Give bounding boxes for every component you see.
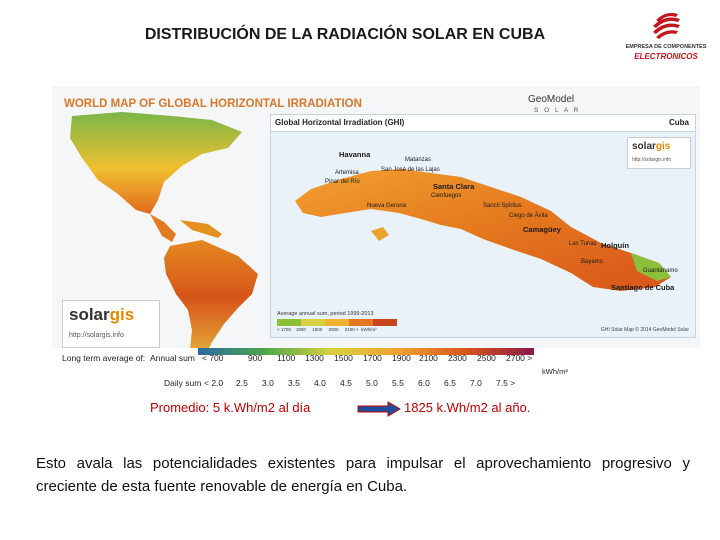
slide-title: DISTRIBUCIÓN DE LA RADIACIÓN SOLAR EN CU… xyxy=(144,26,546,43)
city-label: Ciego de Ávila xyxy=(509,213,548,219)
conclusion-paragraph: Esto avala las potencialidades existente… xyxy=(36,455,690,495)
scale-unit: kWh/m² xyxy=(542,367,568,376)
annual-sum-label: Annual sum xyxy=(150,353,195,363)
logo-text-line1: EMPRESA DE COMPONENTES xyxy=(625,44,707,50)
irradiation-map-image: WORLD MAP OF GLOBAL HORIZONTAL IRRADIATI… xyxy=(52,86,700,394)
city-label: Havanna xyxy=(339,150,371,159)
cuba-map-header: Global Horizontal Irradiation (GHI) Cuba xyxy=(271,115,695,132)
city-label: Santa Clara xyxy=(433,182,475,191)
map-credit: GHI Solar Map © 2014 GeoModel Solar xyxy=(600,327,689,333)
solargis-wordmark-large: solargis xyxy=(69,305,135,324)
cuba-map-panel: Global Horizontal Irradiation (GHI) Cuba… xyxy=(270,114,696,338)
city-label: Artemisa xyxy=(335,170,359,176)
solargis-url-large: http://solargis.info xyxy=(69,332,124,339)
city-label: Holguín xyxy=(601,241,629,250)
cuba-map-title: Global Horizontal Irradiation (GHI) xyxy=(275,118,405,127)
city-label: Camagüey xyxy=(523,225,561,234)
solargis-url-small: http://solargis.info xyxy=(632,157,672,163)
company-logo: EMPRESA DE COMPONENTES ELECTRONICOS xyxy=(620,6,712,66)
world-map-title: WORLD MAP OF GLOBAL HORIZONTAL IRRADIATI… xyxy=(64,98,362,110)
annual-total-text: 1825 k.Wh/m2 al año. xyxy=(404,400,531,415)
geomodel-brand-sub: S O L A R xyxy=(534,107,581,114)
city-label: Santiago de Cuba xyxy=(611,283,675,292)
daily-average-text: Promedio: 5 k.Wh/m2 al día xyxy=(150,400,311,415)
city-label: Matanzas xyxy=(405,157,432,163)
cuba-map-country: Cuba xyxy=(669,118,689,127)
geomodel-brand: GeoModel xyxy=(528,94,575,105)
logo-text-line2: ELECTRONICOS xyxy=(634,52,698,61)
small-legend-color-bar xyxy=(277,319,397,326)
city-label: Pinar del Río xyxy=(325,179,360,185)
americas-map xyxy=(70,112,258,368)
city-label: San José de las Lajas xyxy=(381,167,440,173)
city-label: Bayamo xyxy=(581,259,604,265)
small-legend-title: Average annual sum, period 1999-2013 xyxy=(277,311,374,317)
long-term-label: Long term average of: xyxy=(62,353,146,363)
solargis-logo-large: solargis http://solargis.info xyxy=(62,300,160,348)
city-label: Cienfuegos xyxy=(431,193,462,199)
cuba-island-map xyxy=(295,169,671,291)
city-label: Las Tunas xyxy=(569,241,597,247)
company-logo-icon xyxy=(653,12,680,39)
city-label: Sancti Spíritus xyxy=(483,203,522,209)
scale-color-bar xyxy=(198,348,534,355)
city-label: Nueva Gerona xyxy=(367,203,407,209)
small-legend-labels: < 1700 1800 1900 2000 2100 > kWh/m² xyxy=(277,327,377,332)
solargis-wordmark-small: solargis xyxy=(632,141,671,152)
daily-sum-label: Daily sum xyxy=(164,378,202,388)
irradiation-scale: Long term average of: Annual sum < 700 9… xyxy=(52,348,700,394)
city-label: Guantánamo xyxy=(643,268,678,274)
right-arrow-icon xyxy=(357,401,401,417)
solargis-logo-small: solargis http://solargis.info xyxy=(627,137,691,169)
